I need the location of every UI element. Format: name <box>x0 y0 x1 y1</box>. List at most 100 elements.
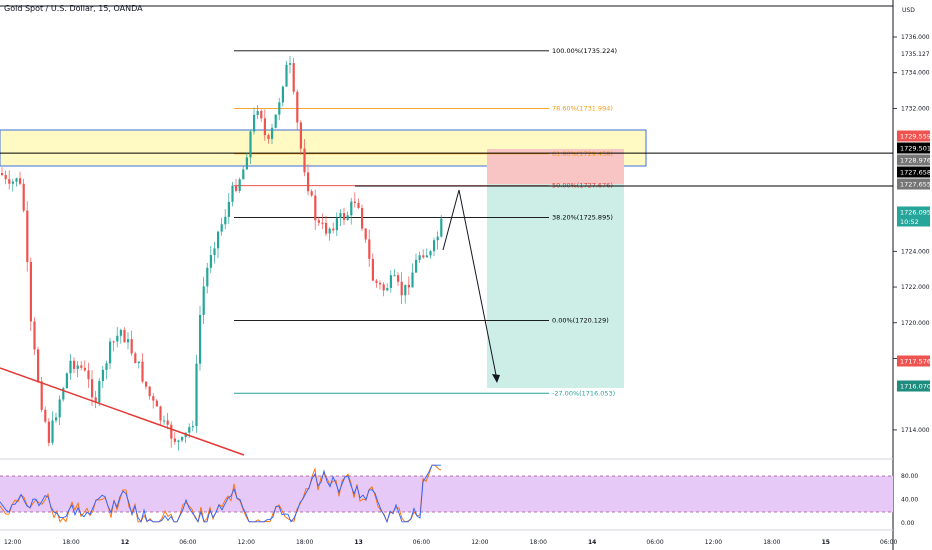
candle-body <box>105 363 108 370</box>
candle-body <box>249 131 252 158</box>
horizontal-lines[interactable] <box>0 152 893 187</box>
candle-body <box>163 420 166 422</box>
time-label: 18:00 <box>530 539 547 546</box>
candle-body <box>19 178 22 184</box>
time-axis[interactable]: 12:00 18:00 12 06:00 12:00 18:00 13 06:00 12:00 1… <box>4 539 897 546</box>
price-tag-label: 1727.655 <box>900 181 931 189</box>
candle-body <box>235 185 238 191</box>
candle-body <box>148 386 151 397</box>
candle-body <box>181 437 184 441</box>
price-tag-label: 1726.095 <box>900 209 931 217</box>
fib-label: -27.00%(1716.053) <box>552 389 615 397</box>
countdown-label: 10:52 <box>900 218 919 226</box>
candle-body <box>1 173 4 175</box>
candle-body <box>371 258 374 281</box>
price-tag <box>897 355 930 367</box>
trend-line[interactable] <box>0 367 245 456</box>
candle-body <box>389 275 392 289</box>
candlestick-series <box>1 55 443 451</box>
time-label: 14 <box>588 539 596 546</box>
candle-body <box>433 240 436 252</box>
candle-body <box>206 267 209 287</box>
candle-body <box>307 172 310 192</box>
candle-body <box>26 210 29 262</box>
candle-body <box>199 314 202 364</box>
candle-body <box>152 396 155 401</box>
candle-body <box>256 110 259 116</box>
price-tag-label: 1729.501 <box>900 145 931 153</box>
price-tick-label: 1724.000 <box>901 248 930 255</box>
candle-body <box>386 288 389 291</box>
candle-body <box>73 360 76 369</box>
candle-body <box>285 64 288 87</box>
price-axis[interactable]: 1736.000 1734.000 1732.000 1724.000 1722.000… <box>893 34 931 434</box>
fib-label: 78.60%(1731.994) <box>552 105 613 113</box>
rsi-band <box>0 476 893 512</box>
candle-body <box>281 86 284 103</box>
candle-body <box>202 286 205 315</box>
candle-body <box>65 373 68 389</box>
candle-body <box>145 381 148 387</box>
candle-body <box>4 174 7 180</box>
candle-body <box>177 440 180 442</box>
rsi-tick-label: 40.00 <box>901 496 918 503</box>
candle-body <box>141 361 144 382</box>
candle-body <box>101 369 104 382</box>
candle-body <box>51 420 54 443</box>
candle-body <box>116 335 119 342</box>
time-label: 12 <box>121 539 129 546</box>
candle-body <box>418 255 421 260</box>
arrow-head-icon <box>492 374 500 383</box>
candle-body <box>29 261 32 322</box>
candle-body <box>296 91 299 123</box>
candle-body <box>195 363 198 427</box>
candle-body <box>217 231 220 249</box>
candle-body <box>260 110 263 119</box>
time-label: 18:00 <box>62 539 79 546</box>
candle-body <box>119 329 122 336</box>
fib-label: 0.00%(1720.129) <box>552 316 609 324</box>
time-label: 06:00 <box>880 539 897 546</box>
candle-body <box>58 399 61 418</box>
price-tag-label: 1729.559 <box>900 133 931 141</box>
candle-body <box>382 284 385 291</box>
fib-label: 100.00%(1735.224) <box>552 47 617 55</box>
candle-body <box>62 388 65 400</box>
candle-body <box>22 183 25 211</box>
candle-body <box>238 179 241 191</box>
candle-body <box>188 427 191 433</box>
take-profit-box[interactable] <box>487 184 624 388</box>
candle-body <box>400 281 403 296</box>
price-tag-label: 1717.576 <box>900 358 931 366</box>
candle-body <box>278 102 281 115</box>
candle-body <box>263 118 266 136</box>
fib-label: 61.80%(1729.458) <box>552 150 613 158</box>
fib-label: 38.20%(1725.895) <box>552 213 613 221</box>
price-tag-label: 1735.127 <box>901 51 930 58</box>
candle-body <box>227 201 230 217</box>
stop-loss-box[interactable] <box>487 149 624 184</box>
candle-body <box>87 370 90 380</box>
candle-body <box>40 381 43 410</box>
candle-body <box>44 409 47 422</box>
candle-body <box>346 215 349 220</box>
time-label: 12:00 <box>705 539 722 546</box>
candle-body <box>76 365 79 369</box>
candle-body <box>368 239 371 259</box>
candle-body <box>213 248 216 256</box>
candle-body <box>343 213 346 220</box>
candle-body <box>231 185 234 202</box>
candle-body <box>137 361 140 364</box>
candle-body <box>314 195 317 221</box>
price-tag <box>897 154 930 166</box>
time-label: 13 <box>354 539 362 546</box>
candle-body <box>170 424 173 439</box>
candle-body <box>11 181 14 184</box>
projection-path[interactable] <box>442 189 498 381</box>
candle-body <box>440 218 443 237</box>
candle-body <box>155 400 158 407</box>
candle-body <box>33 321 36 350</box>
time-label: 12:00 <box>471 539 488 546</box>
candle-body <box>353 201 356 203</box>
